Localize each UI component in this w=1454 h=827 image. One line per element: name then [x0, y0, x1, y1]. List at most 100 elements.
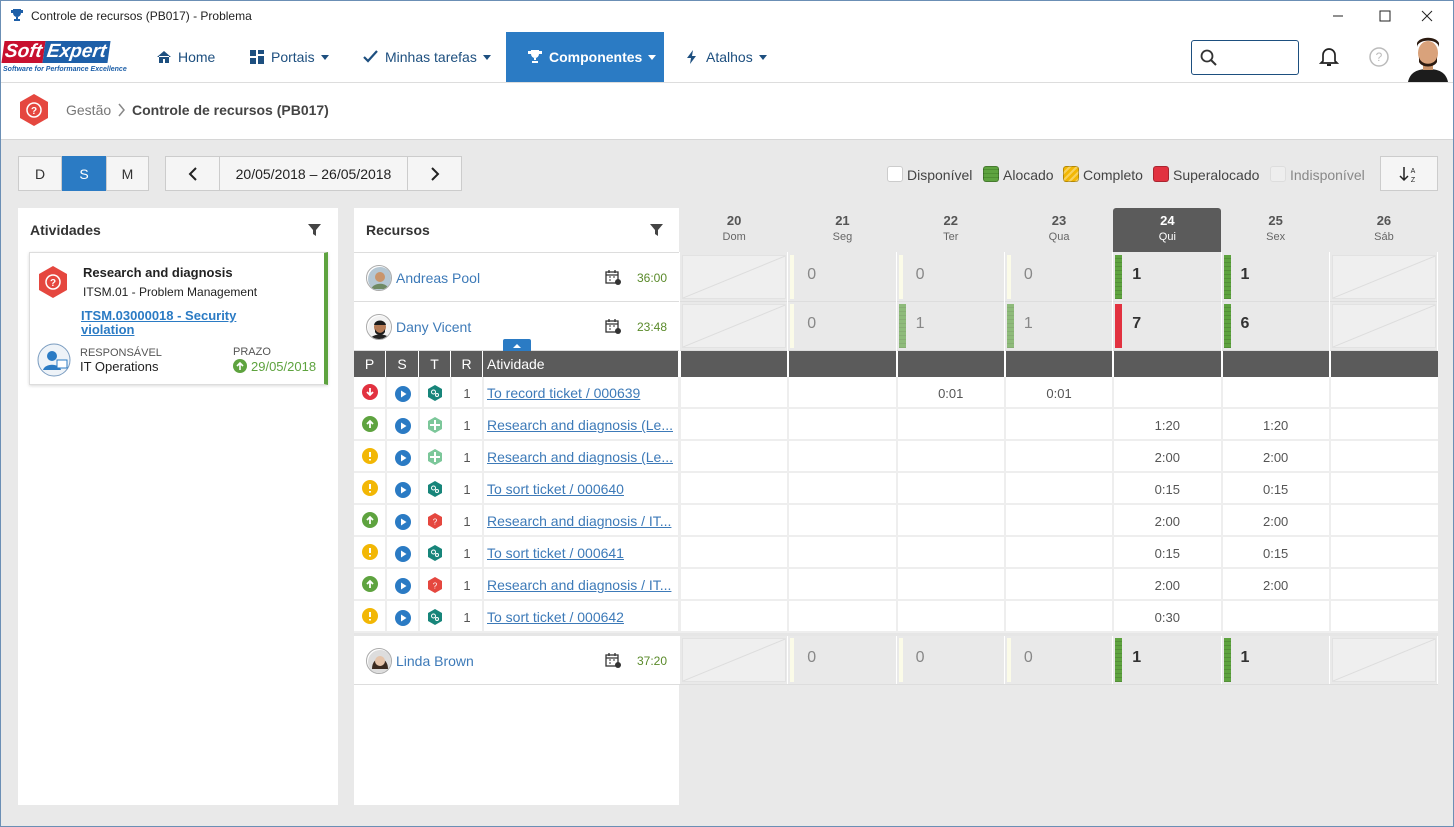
- cell-border: [385, 569, 387, 601]
- status-bar: [1115, 638, 1123, 682]
- cell-border: [450, 473, 452, 505]
- cell-border: [895, 473, 898, 505]
- start-icon[interactable]: [395, 482, 411, 498]
- calendar-icon[interactable]: [605, 318, 621, 334]
- cell-border: [787, 601, 790, 633]
- column-header: P: [354, 351, 386, 377]
- cell-border: [385, 537, 387, 569]
- cell-border: [385, 441, 387, 473]
- cell-border: [895, 505, 898, 537]
- day-name: Ter: [943, 231, 959, 243]
- cell-border: [895, 409, 898, 441]
- cell-border: [450, 441, 452, 473]
- status-bar: [790, 255, 795, 299]
- activity-link[interactable]: To sort ticket / 000642: [487, 609, 624, 625]
- activity-card[interactable]: [29, 252, 328, 385]
- nav-item[interactable]: Atalhos: [706, 49, 767, 65]
- time-value: 2:00: [1262, 578, 1289, 593]
- start-icon[interactable]: [395, 578, 411, 594]
- start-icon[interactable]: [395, 514, 411, 530]
- day-name: Sáb: [1374, 231, 1394, 243]
- resource-name[interactable]: Linda Brown: [396, 653, 474, 669]
- activity-link[interactable]: Research and diagnosis / IT...: [487, 513, 672, 529]
- day-number: 20: [726, 213, 742, 228]
- cell-border: [1220, 409, 1223, 441]
- breadcrumb-item[interactable]: Gestão: [66, 102, 112, 118]
- prev-button[interactable]: [165, 156, 220, 191]
- cell-border: [418, 601, 420, 633]
- cell-border: [450, 537, 452, 569]
- resource-name[interactable]: Dany Vicent: [396, 319, 472, 335]
- cell-border: [1003, 505, 1006, 537]
- start-icon[interactable]: [395, 450, 411, 466]
- caret: [758, 55, 767, 64]
- time-value: 2:00: [1154, 514, 1180, 529]
- nav-item[interactable]: Minhas tarefas: [385, 49, 491, 65]
- filter-icon[interactable]: [649, 223, 664, 237]
- nav-item[interactable]: Home: [178, 49, 216, 65]
- user-avatar[interactable]: [1405, 33, 1451, 82]
- view-button[interactable]: S: [62, 156, 106, 191]
- calendar-icon[interactable]: [605, 652, 621, 668]
- cell-border: [895, 569, 898, 601]
- nav-item[interactable]: Portais: [271, 49, 329, 65]
- caret: [320, 55, 329, 64]
- cell-border: [482, 377, 484, 409]
- next-button[interactable]: [407, 156, 462, 191]
- start-icon[interactable]: [395, 418, 411, 434]
- resource-name[interactable]: Andreas Pool: [396, 270, 481, 286]
- day-number: 25: [1268, 213, 1283, 228]
- activity-link[interactable]: To sort ticket / 000641: [487, 545, 624, 561]
- row-divider: [354, 684, 1438, 685]
- cell-border: [679, 505, 681, 537]
- calendar-icon[interactable]: [605, 269, 621, 285]
- allocation-count: 0: [915, 649, 925, 666]
- allocation-count: 0: [1023, 649, 1033, 666]
- start-icon[interactable]: [395, 610, 411, 626]
- status-bar: [1115, 255, 1123, 299]
- column-header-sep: [895, 351, 898, 377]
- activity-link[interactable]: To record ticket / 000639: [487, 385, 641, 401]
- type-icon: [427, 609, 443, 625]
- cell-border: [482, 505, 484, 537]
- allocation-count: 0: [807, 649, 817, 666]
- window-controls[interactable]: [1321, 1, 1453, 31]
- start-icon[interactable]: [395, 546, 411, 562]
- cell-border: [895, 377, 898, 409]
- svg-text:?: ?: [1376, 50, 1383, 64]
- cell-border: [679, 569, 681, 601]
- resource-count: 1: [463, 578, 471, 593]
- resource-avatar: [366, 648, 392, 674]
- start-icon[interactable]: [395, 386, 411, 402]
- time-value: 2:00: [1154, 578, 1180, 593]
- allocation-count: 0: [915, 266, 925, 283]
- activity-link[interactable]: Research and diagnosis (Le...: [487, 449, 673, 465]
- nav-icon: [684, 49, 700, 65]
- period-label[interactable]: 20/05/2018 – 26/05/2018: [219, 156, 408, 191]
- collapse-toggle[interactable]: [503, 339, 531, 351]
- time-value: 2:00: [1154, 450, 1180, 465]
- cell-border: [787, 505, 790, 537]
- cell-border: [385, 409, 387, 441]
- card-link[interactable]: ITSM.03000018 - Security violation: [81, 308, 237, 337]
- help-icon[interactable]: ?: [1368, 46, 1390, 68]
- activity-link[interactable]: Research and diagnosis (Le...: [487, 417, 673, 433]
- view-button[interactable]: D: [18, 156, 62, 191]
- search-box[interactable]: [1191, 40, 1299, 75]
- cell-border: [418, 505, 420, 537]
- activity-link[interactable]: Research and diagnosis / IT...: [487, 577, 672, 593]
- resource-hours: 23:48: [637, 320, 668, 334]
- filter-icon[interactable]: [307, 223, 322, 237]
- unavailable-cell: [682, 304, 787, 348]
- activity-link[interactable]: To sort ticket / 000640: [487, 481, 624, 497]
- notifications-icon[interactable]: [1319, 46, 1339, 68]
- card-icon: ?: [39, 266, 67, 298]
- view-button[interactable]: M: [106, 156, 149, 191]
- unavailable-cell: [682, 255, 787, 299]
- type-icon: [427, 449, 443, 465]
- allocation-count: 1: [1240, 649, 1250, 666]
- cell-border: [1328, 409, 1331, 441]
- nav-item[interactable]: Componentes: [549, 49, 657, 65]
- cell-border: [1003, 441, 1006, 473]
